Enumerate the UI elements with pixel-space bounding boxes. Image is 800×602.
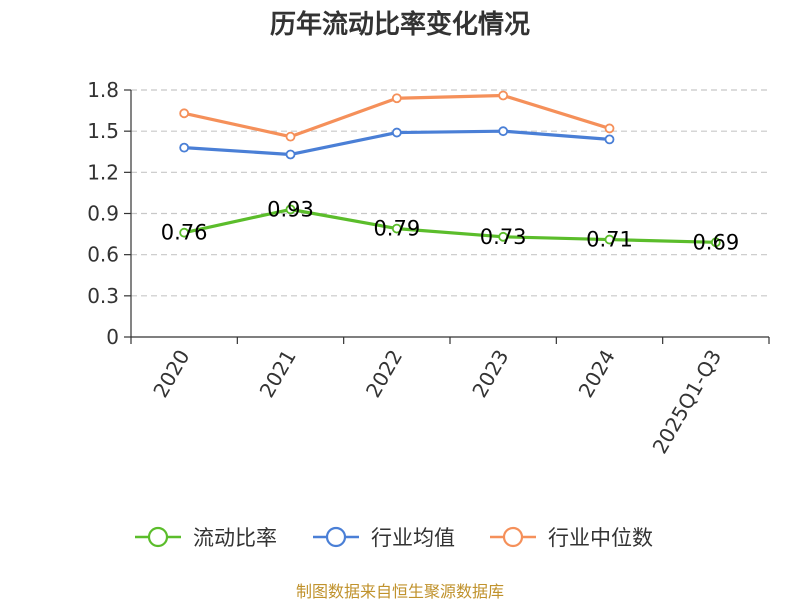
data-labels: 0.76 0.93 0.79 0.73 0.71 0.69 [161,197,739,254]
series-lines [179,90,721,248]
data-label: 0.71 [586,228,633,252]
x-tick-label: 2022 [361,346,407,402]
data-label: 0.76 [161,221,208,245]
data-point [285,204,296,215]
legend-label: 行业均值 [371,526,455,550]
data-point [179,142,190,153]
data-point [710,237,721,248]
x-tick-label: 2020 [148,346,194,402]
data-point [391,223,402,234]
legend-swatch-marker [325,526,347,548]
y-tick-label: 1.2 [87,160,119,184]
data-point [391,93,402,104]
legend-swatch-marker [502,526,524,548]
y-tick-label: 0.6 [87,243,119,267]
data-point [604,123,615,134]
axes: 0 0.3 0.6 0.9 1.2 1.5 1.8 2020 2021 2022 2023 2024 2… [87,78,770,458]
data-label: 0.69 [692,230,739,254]
x-tick-label: 2024 [574,346,620,402]
source-note: 制图数据来自恒生聚源数据库 [295,582,504,601]
legend-label: 流动比率 [193,526,277,550]
data-label: 0.93 [267,197,314,221]
data-point [604,234,615,245]
data-point [498,231,509,242]
y-tick-label: 1.8 [87,78,119,102]
series-line [183,207,716,244]
data-point [285,131,296,142]
grid-lines [131,89,769,297]
y-tick-label: 0.3 [87,284,119,308]
y-tick-label: 0.9 [87,202,119,226]
data-point [391,127,402,138]
x-tick-label: 2021 [255,346,301,402]
legend: 流动比率 行业均值 行业中位数 [135,526,653,550]
data-point [604,134,615,145]
data-point [498,126,509,137]
data-label: 0.79 [373,217,420,241]
data-point [498,90,509,101]
data-point [179,108,190,119]
legend-swatch-marker [147,526,169,548]
data-point [179,227,190,238]
y-tick-label: 1.5 [87,119,119,143]
x-tick-label: 2023 [467,345,513,401]
y-tick-label: 0 [106,325,119,349]
data-point [285,149,296,160]
x-tick-label: 2025Q1-Q3 [647,346,726,458]
data-label: 0.73 [480,225,527,249]
legend-label: 行业中位数 [548,526,653,550]
chart-title: 历年流动比率变化情况 [269,10,530,40]
